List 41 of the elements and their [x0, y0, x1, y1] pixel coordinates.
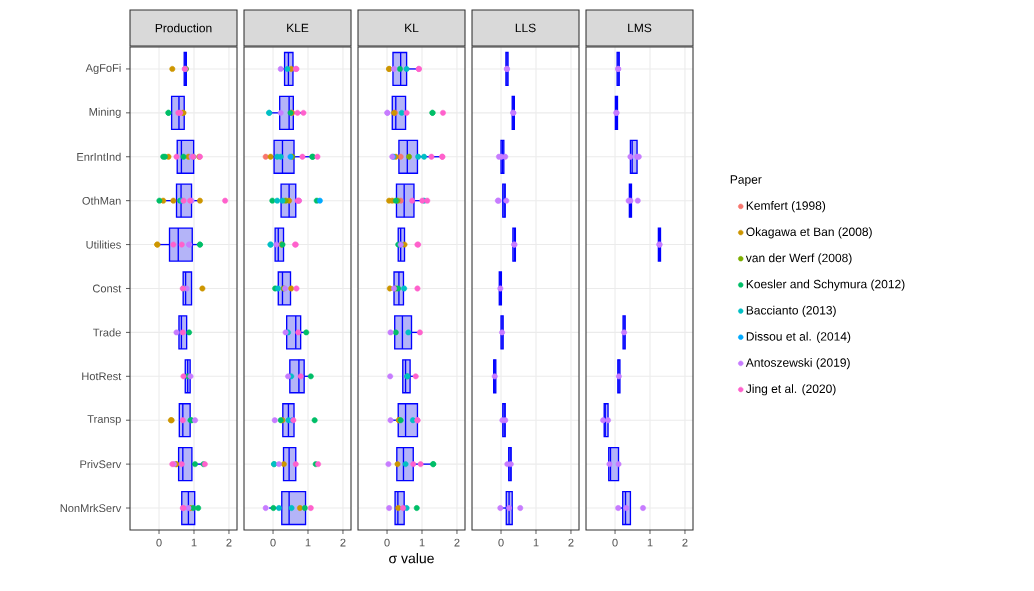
x-tick-label: 0: [156, 538, 162, 547]
x-tick-label: 1: [533, 538, 539, 547]
y-tick-label: NonMrkServ: [60, 503, 122, 513]
y-tick-label: Mining: [89, 107, 121, 119]
legend-label: Koesler and Schymura (2012): [746, 279, 905, 291]
legend-label: Baccianto (2013): [746, 305, 836, 317]
x-tick-label: 1: [647, 538, 653, 547]
chart-title: LMS: [628, 23, 652, 33]
legend-title: Paper: [730, 175, 762, 187]
y-tick-label: Trade: [93, 328, 121, 337]
x-tick-label: 1: [419, 538, 425, 547]
legend-label: Dissou et al. (2014): [746, 331, 851, 344]
x-tick-label: 1: [191, 538, 197, 547]
x-axis-title: σ value: [389, 553, 434, 564]
y-tick-label: Const: [92, 284, 122, 293]
legend-label: Jing et al. (2020): [746, 384, 836, 396]
x-tick-label: 2: [682, 538, 688, 547]
x-tick-label: 0: [270, 538, 276, 547]
x-tick-label: 2: [226, 538, 232, 547]
y-tick-label: AgFoFi: [85, 63, 121, 75]
chart-title: LLS: [515, 23, 536, 33]
x-tick-label: 0: [498, 538, 504, 547]
x-tick-label: 0: [612, 538, 618, 547]
y-tick-label: Utilities: [86, 240, 121, 249]
legend-label: Antoszewski (2019): [745, 358, 850, 370]
legend-label: Kemfert (1998): [746, 201, 826, 213]
x-tick-label: 2: [568, 538, 574, 547]
chart-title: KL: [405, 23, 419, 33]
y-tick-label: HotRest: [82, 372, 122, 381]
y-tick-label: PrivServ: [80, 460, 122, 469]
chart-title: KLE: [287, 23, 309, 33]
y-tick-label: Transp: [87, 415, 121, 426]
x-tick-label: 2: [454, 538, 460, 547]
chart-title: Production: [155, 23, 212, 33]
x-tick-label: 2: [340, 538, 346, 547]
x-tick-label: 0: [384, 538, 390, 547]
y-tick-label: EnrIntInd: [77, 152, 121, 161]
x-tick-label: 1: [305, 538, 311, 547]
legend-label: Okagawa et Ban (2008): [746, 227, 872, 239]
legend-label: van der Werf (2008): [745, 253, 852, 265]
y-tick-label: OthMan: [82, 196, 121, 205]
